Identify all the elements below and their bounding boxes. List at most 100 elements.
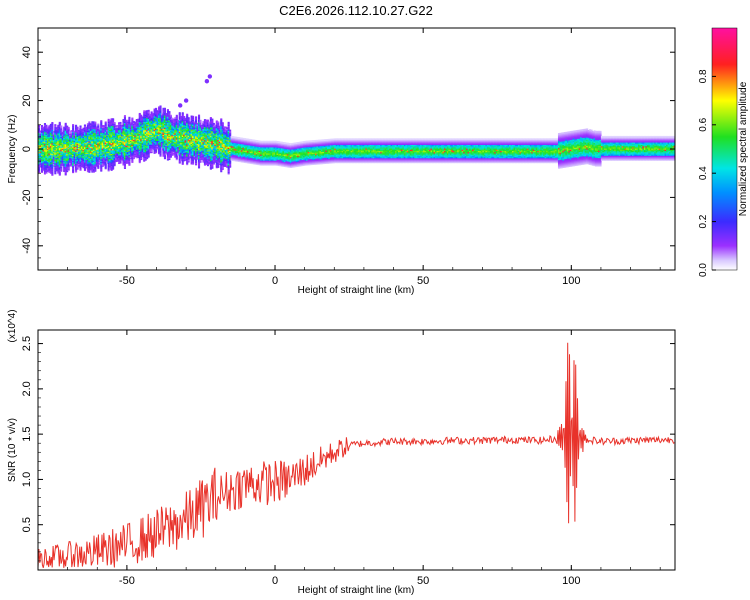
spectrogram-cell [205, 150, 208, 153]
spectrogram-cell [242, 137, 245, 140]
spectrogram-cell [100, 121, 103, 124]
spectrogram-cell [79, 156, 82, 159]
spectrogram-cell [203, 132, 206, 135]
spectrogram-cell [192, 156, 195, 159]
spectrogram-cell [199, 150, 202, 152]
spectrogram-cell [88, 123, 91, 126]
spectrogram-cell [183, 118, 186, 121]
spectrogram-cell [159, 111, 162, 114]
spectrogram-cell [51, 148, 54, 151]
spectrogram-cell [155, 135, 158, 138]
spectrogram-cell [186, 163, 189, 166]
spectrogram-cell [243, 153, 246, 156]
spectrogram-cell [208, 137, 211, 140]
spectrogram-cell [233, 148, 236, 151]
spectrogram-cell [129, 134, 132, 137]
spectrogram-cell [186, 151, 189, 154]
spectrogram-cell [192, 149, 195, 152]
spectrogram-cell [235, 147, 238, 150]
spectrogram-cell [91, 170, 94, 173]
spectrogram-cell [174, 135, 177, 138]
spectrogram-cell [227, 125, 230, 128]
spectrogram-cell [63, 165, 66, 168]
spectrogram-cell [76, 164, 79, 167]
spectrogram-cell [101, 161, 104, 164]
spectrogram-cell [66, 164, 69, 167]
spectrogram-cell [197, 126, 201, 129]
spectrogram-cell [92, 134, 95, 137]
spectrogram-cell [77, 149, 81, 152]
spectrogram-cell [79, 164, 82, 166]
spectrogram-cell [88, 125, 91, 127]
spectrogram-cell [196, 133, 199, 136]
spectrogram-cell [153, 147, 156, 150]
spectrogram-cell [163, 124, 166, 127]
spectrogram-cell [83, 151, 87, 153]
spectrogram-cell [215, 120, 218, 123]
spectrogram-cell [147, 143, 150, 146]
spectrogram-cell [112, 132, 115, 135]
spectrogram-cell [193, 125, 196, 127]
spectrogram-cell [77, 131, 81, 134]
spectrogram-cell [86, 163, 89, 165]
spectrogram-cell [119, 159, 122, 162]
spectrogram-cell [91, 130, 94, 133]
spectrogram-cell [187, 134, 190, 136]
spectrogram-cell [42, 141, 45, 143]
spectrogram-cell [134, 144, 137, 147]
spectrogram-cell [119, 143, 122, 146]
spectrogram-cell [101, 155, 104, 158]
spectrogram-cell [146, 151, 149, 154]
spectrogram-cell [172, 130, 175, 133]
spectrogram-cell [132, 133, 135, 135]
spectrogram-cell [128, 159, 131, 161]
spectrogram-cell [171, 130, 174, 133]
spectrogram-cell [147, 114, 150, 117]
spectrogram-cell [89, 125, 92, 128]
spectrogram-cell [66, 160, 69, 163]
spectrogram-cell [211, 158, 214, 161]
spectrogram-cell [196, 149, 199, 152]
spectrogram-cell [144, 111, 147, 114]
spectrogram-cell [82, 137, 85, 140]
spectrogram-cell [146, 147, 149, 150]
spectrogram-cell [58, 137, 61, 140]
spectrogram-cell [69, 138, 72, 140]
spectrogram-cell [115, 155, 118, 158]
spectrogram-cell [128, 147, 131, 149]
spectrogram-cell [69, 158, 72, 161]
spectrogram-cell [83, 160, 87, 163]
spectrogram-cell [156, 140, 159, 143]
spectrogram-cell [92, 128, 95, 131]
spectrogram-cell [150, 127, 153, 129]
spectrogram-cell [85, 141, 88, 144]
spectrogram-cell [109, 147, 112, 150]
spectrogram-cell [184, 134, 187, 137]
spectrogram-cell [169, 148, 172, 151]
spectrogram-cell [217, 158, 220, 161]
spectrogram-cell [76, 155, 79, 158]
spectrogram-cell [85, 132, 88, 135]
spectrogram-cell [117, 125, 121, 128]
spectrogram-cell [103, 163, 106, 166]
spectrogram-cell [120, 146, 124, 149]
spectrogram-cell [181, 158, 184, 161]
spectrogram-cell [237, 137, 241, 139]
spectrogram-cell [120, 128, 124, 131]
spectrogram-cell [92, 123, 95, 126]
spectrogram-cell [131, 161, 134, 163]
spectrogram-cell [212, 154, 215, 157]
spectrogram-cell [165, 145, 168, 148]
spectrogram-cell [184, 132, 187, 135]
spectrogram-cell [82, 130, 85, 132]
spectrogram-cell [209, 117, 212, 119]
spectrogram-cell [212, 134, 215, 137]
spectrogram-cell [72, 125, 75, 128]
spectrogram-cell [138, 114, 141, 116]
spectrogram-cell [230, 141, 233, 144]
spectrogram-cell [61, 131, 64, 134]
spectrogram-cell [52, 141, 55, 144]
spectrogram-cell [79, 137, 82, 140]
spectrogram-cell [140, 123, 143, 125]
spectrogram-cell [141, 147, 144, 150]
